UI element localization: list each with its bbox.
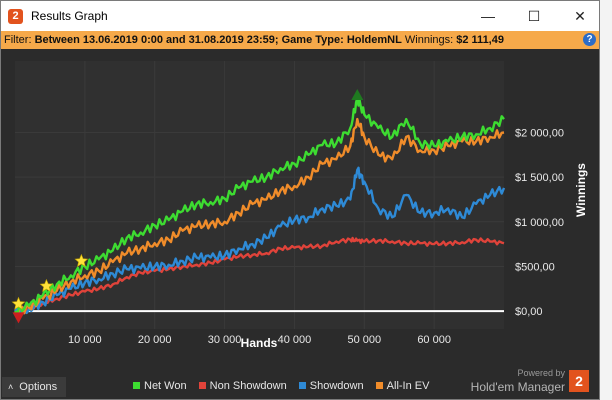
legend-item-showdown[interactable]: Showdown <box>298 380 364 392</box>
x-tick-label: 10 000 <box>68 334 102 346</box>
legend-label: Showdown <box>309 380 364 392</box>
chart-legend: Net Won Non Showdown Showdown All-In EV <box>133 380 438 392</box>
help-icon[interactable]: ? <box>583 33 596 46</box>
filter-bar: Filter: Between 13.06.2019 0:00 and 31.0… <box>1 31 599 49</box>
x-tick-label: 20 000 <box>138 334 172 346</box>
x-axis-label: Hands <box>241 336 278 350</box>
series-line-net-won <box>14 97 505 315</box>
filter-value: Between 13.06.2019 0:00 and 31.08.2019 2… <box>34 34 402 46</box>
y-axis-label: Winnings <box>574 163 588 217</box>
legend-label: Net Won <box>144 380 187 392</box>
star-marker <box>74 253 89 268</box>
bottom-bar: ˄ Options Net Won Non Showdown Showdown A… <box>1 368 599 399</box>
options-label: Options <box>19 381 58 393</box>
minimize-button[interactable]: — <box>481 8 495 24</box>
series-line-all-in-ev <box>13 117 505 316</box>
star-marker <box>11 296 26 310</box>
y-tick-label: $2 000,00 <box>515 127 564 139</box>
brand-name: Hold'em Manager <box>470 380 565 394</box>
brand-block: Powered by Hold'em Manager 2 <box>470 368 591 399</box>
legend-label: All-In EV <box>386 380 430 392</box>
series-line-non-showdown <box>14 236 505 313</box>
window-title: Results Graph <box>31 9 108 23</box>
winnings-label: Winnings: <box>404 34 454 46</box>
legend-swatch <box>298 382 306 389</box>
options-button[interactable]: ˄ Options <box>2 377 66 397</box>
background-strip <box>600 0 612 400</box>
powered-by-text: Powered by <box>517 368 565 378</box>
y-tick-label: $1 000,00 <box>515 217 564 229</box>
x-tick-label: 40 000 <box>278 334 312 346</box>
x-tick-label: 60 000 <box>417 334 451 346</box>
legend-item-net-won[interactable]: Net Won <box>133 380 187 392</box>
maximize-button[interactable]: ☐ <box>527 8 541 24</box>
hm2-logo-icon: 2 <box>569 370 589 392</box>
title-bar[interactable]: 2 Results Graph — ☐ ✕ <box>1 1 599 31</box>
app-logo-icon: 2 <box>8 9 23 24</box>
x-tick-label: 30 000 <box>208 334 242 346</box>
legend-item-non-showdown[interactable]: Non Showdown <box>198 380 287 392</box>
low-marker <box>12 312 25 324</box>
series-line-showdown <box>14 166 506 317</box>
legend-swatch <box>375 382 383 389</box>
chevron-up-icon: ˄ <box>8 382 14 392</box>
legend-label: Non Showdown <box>209 380 287 392</box>
x-tick-label: 50 000 <box>347 334 381 346</box>
winnings-value: $2 111,49 <box>456 34 504 46</box>
filter-label: Filter: <box>4 34 32 46</box>
legend-swatch <box>198 382 206 389</box>
y-tick-label: $1 500,00 <box>515 172 564 184</box>
peak-marker <box>351 88 364 100</box>
y-tick-label: $500,00 <box>515 261 555 273</box>
results-chart-svg: 10 000 20 000 30 000 40 000 50 000 60 000 $0,… <box>11 61 588 350</box>
legend-item-all-in-ev[interactable]: All-In EV <box>375 380 430 392</box>
results-chart: 10 000 20 000 30 000 40 000 50 000 60 000 $0,… <box>1 49 599 376</box>
close-button[interactable]: ✕ <box>574 8 586 24</box>
star-marker <box>39 278 54 293</box>
legend-swatch <box>133 382 140 389</box>
y-tick-label: $0,00 <box>515 306 543 318</box>
